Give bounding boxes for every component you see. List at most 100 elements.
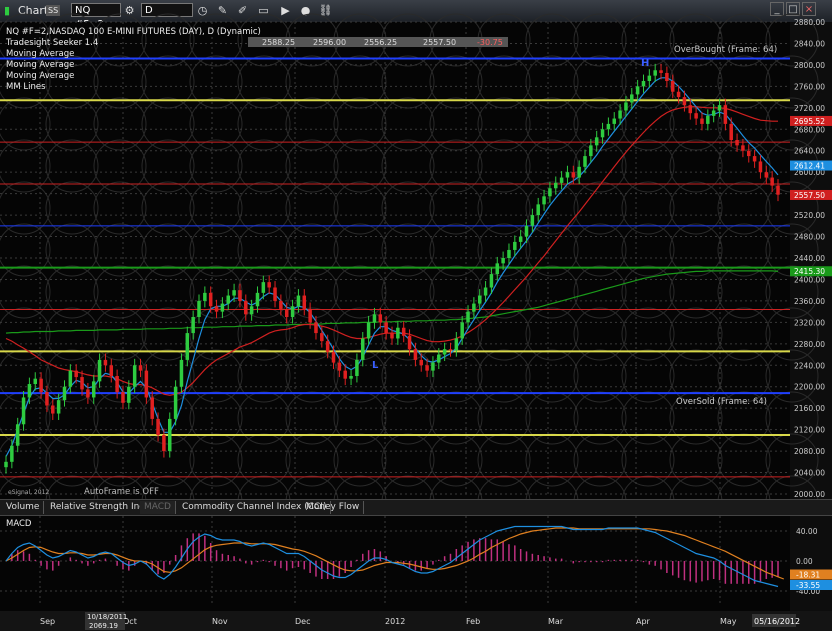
interval-input[interactable]: D <box>141 3 193 17</box>
macd-tick-label: -40.00 <box>796 587 820 596</box>
last-date: 05/16/2012 <box>754 617 800 626</box>
pattern-circle <box>621 139 675 193</box>
pattern-circle <box>765 181 819 235</box>
pattern-circle <box>717 13 771 67</box>
pattern-circle <box>141 97 195 151</box>
quote-open: 2588.25 <box>262 38 295 47</box>
pattern-circle <box>333 139 387 193</box>
record-icon[interactable]: ● <box>300 4 311 17</box>
candle-body <box>86 389 90 398</box>
candle-body <box>524 225 529 237</box>
tab-macd[interactable]: MACD <box>140 501 176 514</box>
pattern-circle <box>477 139 531 193</box>
candle-body <box>641 81 646 87</box>
play-icon[interactable]: ▶ <box>281 4 290 17</box>
price-tick-label: 2640.00 <box>794 147 825 156</box>
price-tick-label: 2120.00 <box>794 426 825 435</box>
candle-body <box>554 182 558 189</box>
pattern-circle <box>429 97 483 151</box>
candle-body <box>507 249 511 258</box>
candle-body <box>472 303 476 312</box>
minimize-button[interactable]: _ <box>770 2 784 16</box>
pattern-circle <box>189 13 243 67</box>
candle-body <box>776 185 780 195</box>
cursor-value: 2069.19 <box>89 622 118 630</box>
pattern-circle <box>525 265 579 319</box>
draw-icon[interactable]: ✐ <box>237 4 248 17</box>
pattern-circle <box>621 265 675 319</box>
price-tick-label: 2600.00 <box>794 168 825 177</box>
link-icon[interactable]: ⚙ <box>124 4 135 17</box>
pattern-circle <box>285 139 339 193</box>
candle-body <box>694 113 698 119</box>
macd-tick-label: 0.00 <box>796 557 813 566</box>
pattern-circle <box>141 223 195 277</box>
pattern-circle <box>669 139 723 193</box>
pattern-circle <box>237 265 291 319</box>
candle-body <box>401 327 406 336</box>
price-label-box <box>790 189 832 200</box>
screen-icon[interactable]: ▭ <box>258 4 269 17</box>
price-label-box <box>790 266 832 277</box>
candle-body <box>244 300 248 315</box>
candle-body <box>741 145 745 151</box>
pattern-circle <box>45 307 99 361</box>
candle-body <box>173 386 178 419</box>
pattern-circle <box>429 223 483 277</box>
pattern-circle <box>669 97 723 151</box>
candle-body <box>425 365 429 371</box>
candle-body <box>10 445 14 462</box>
candle-body <box>267 282 271 288</box>
candle-body <box>21 397 26 425</box>
indicator-tabs: Volume Relative Strength Index MACD Comm… <box>0 499 832 516</box>
pattern-circle <box>141 139 195 193</box>
candle-body <box>249 306 254 315</box>
pattern-circle <box>621 181 675 235</box>
pattern-circle <box>525 391 579 445</box>
pattern-circle <box>669 391 723 445</box>
pattern-circle <box>0 139 51 193</box>
candle-body <box>583 156 587 167</box>
macd-value-text: -18.31 <box>796 571 820 580</box>
candle-body <box>419 359 423 366</box>
price-axis-panel <box>790 22 832 499</box>
candle-body <box>179 359 184 387</box>
pattern-circle <box>0 307 51 361</box>
pattern-circle <box>573 223 627 277</box>
link-chain-icon[interactable]: ⛓ <box>318 4 333 17</box>
macd-axis-panel <box>790 514 832 611</box>
pattern-circle <box>765 433 819 487</box>
pattern-circle <box>621 307 675 361</box>
candle-body <box>413 349 418 360</box>
candle-body <box>454 338 459 351</box>
tab-cci[interactable]: Commodity Channel Index (CCI) <box>178 501 332 514</box>
candle-body <box>630 94 634 103</box>
clock-icon[interactable]: ◷ <box>197 4 208 17</box>
tab-volume[interactable]: Volume <box>2 501 45 514</box>
pattern-circle <box>189 265 243 319</box>
candle-body <box>74 370 78 378</box>
header-line-mm: MM Lines <box>6 82 46 92</box>
close-button[interactable]: × <box>802 2 816 16</box>
maximize-button[interactable]: □ <box>786 2 800 16</box>
pencil-icon[interactable]: ✎ <box>217 4 228 17</box>
pattern-circle <box>381 265 435 319</box>
quote-change: -30.75 <box>477 38 503 47</box>
pattern-circle <box>45 139 99 193</box>
candle-body <box>203 292 207 301</box>
candle-body <box>91 381 96 398</box>
pattern-circle <box>573 391 627 445</box>
pattern-circle <box>93 391 147 445</box>
pattern-circle <box>477 55 531 109</box>
pattern-circle <box>45 13 99 67</box>
pattern-circle <box>189 97 243 151</box>
pattern-circle <box>669 181 723 235</box>
pattern-circle <box>189 349 243 403</box>
tab-money-flow[interactable]: Money Flow <box>302 501 365 514</box>
candle-body <box>302 295 307 309</box>
pattern-circle <box>477 223 531 277</box>
header-line-ma1: Moving Average <box>6 49 74 59</box>
candle-body <box>296 295 301 307</box>
candle-body <box>15 424 20 446</box>
